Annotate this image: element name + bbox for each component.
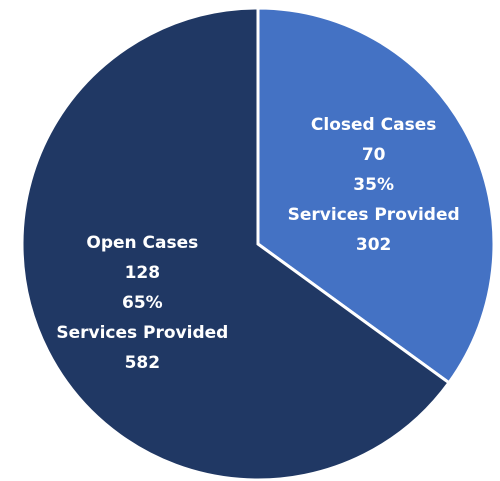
services-value: 582 (125, 353, 161, 373)
services-value: 302 (356, 235, 392, 255)
pie-slice (20, 6, 452, 481)
count-label: 128 (125, 263, 161, 283)
slice-label: Closed Cases (311, 115, 436, 135)
pie-slice (256, 6, 496, 385)
value-label: 35% (353, 175, 394, 195)
slice-label: Open Cases (86, 233, 198, 253)
services-label: Services Provided (56, 323, 228, 343)
count-label: 70 (362, 145, 386, 165)
value-label: 65% (122, 293, 163, 313)
services-label: Services Provided (288, 205, 460, 225)
